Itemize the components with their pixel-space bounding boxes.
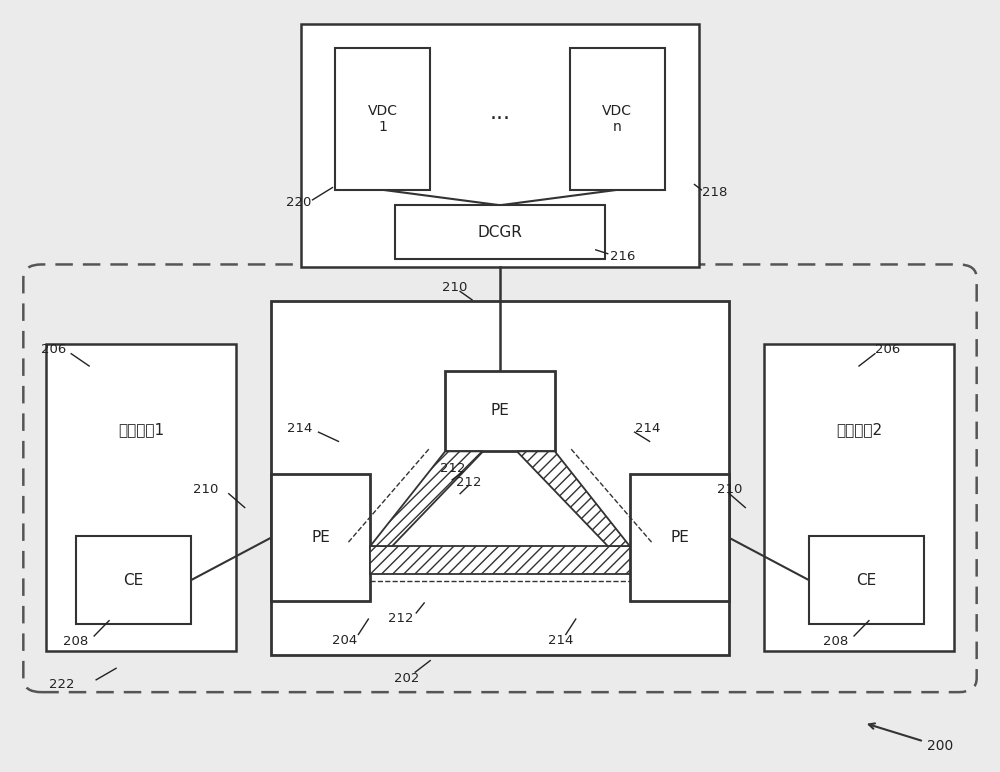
Bar — [271, 301, 729, 655]
Text: PE: PE — [491, 404, 509, 418]
Text: 212: 212 — [440, 462, 466, 475]
Text: CE: CE — [123, 573, 144, 587]
Text: 204: 204 — [332, 634, 358, 647]
Text: VDC
n: VDC n — [602, 103, 632, 134]
Text: 214: 214 — [548, 634, 573, 647]
Text: 214: 214 — [287, 422, 312, 435]
Polygon shape — [517, 452, 630, 546]
Text: 企业站点2: 企业站点2 — [836, 422, 882, 438]
Text: DCGR: DCGR — [478, 225, 522, 239]
Text: 218: 218 — [702, 185, 728, 198]
Text: 210: 210 — [442, 281, 468, 294]
FancyBboxPatch shape — [23, 265, 977, 692]
Text: 212: 212 — [456, 476, 482, 489]
Text: PE: PE — [311, 530, 330, 546]
Text: 214: 214 — [635, 422, 660, 435]
Text: 210: 210 — [717, 483, 743, 496]
Text: 208: 208 — [63, 635, 88, 648]
Text: PE: PE — [670, 530, 689, 546]
Text: 202: 202 — [394, 672, 420, 685]
Text: 212: 212 — [388, 611, 414, 625]
Bar — [395, 205, 605, 259]
Text: CE: CE — [856, 573, 877, 587]
Text: VDC
1: VDC 1 — [368, 103, 398, 134]
Text: 220: 220 — [286, 196, 311, 209]
Bar — [335, 48, 430, 190]
Polygon shape — [370, 546, 630, 574]
Bar — [630, 475, 729, 601]
Text: 208: 208 — [823, 635, 848, 648]
Bar — [809, 536, 924, 625]
Polygon shape — [370, 452, 483, 546]
Text: ···: ··· — [490, 109, 511, 129]
Bar — [301, 25, 699, 267]
Text: 206: 206 — [41, 344, 67, 357]
Bar — [271, 475, 370, 601]
Bar — [764, 344, 954, 652]
Bar — [46, 344, 236, 652]
Bar — [76, 536, 191, 625]
Text: 222: 222 — [49, 678, 75, 691]
Text: 200: 200 — [927, 739, 953, 753]
Text: 206: 206 — [875, 344, 900, 357]
Text: 210: 210 — [193, 483, 218, 496]
Text: 216: 216 — [610, 250, 635, 263]
Text: 企业站点1: 企业站点1 — [118, 422, 164, 438]
Bar — [445, 371, 555, 452]
Bar — [570, 48, 665, 190]
